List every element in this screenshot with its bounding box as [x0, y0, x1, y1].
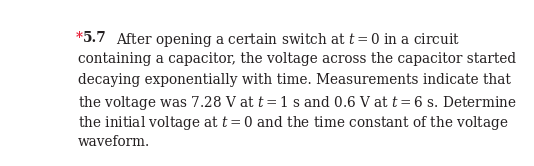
Text: waveform.: waveform.	[78, 135, 150, 149]
Text: the initial voltage at $t=0$ and the time constant of the voltage: the initial voltage at $t=0$ and the tim…	[78, 114, 508, 132]
Text: containing a capacitor, the voltage across the capacitor started: containing a capacitor, the voltage acro…	[78, 52, 516, 66]
Text: 5.7: 5.7	[82, 31, 106, 45]
Text: decaying exponentially with time. Measurements indicate that: decaying exponentially with time. Measur…	[78, 73, 511, 87]
Text: After opening a certain switch at $t=0$ in a circuit: After opening a certain switch at $t=0$ …	[116, 31, 460, 49]
Text: the voltage was 7.28 V at $t=1$ s and 0.6 V at $t=6$ s. Determine: the voltage was 7.28 V at $t=1$ s and 0.…	[78, 94, 516, 112]
Text: *: *	[76, 31, 83, 45]
